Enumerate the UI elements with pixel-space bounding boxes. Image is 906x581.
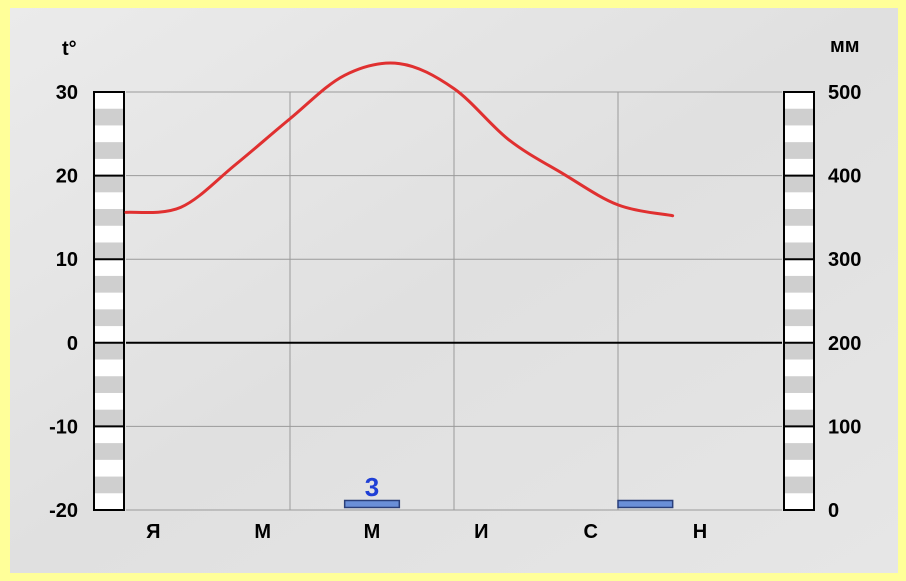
left-tick-label: 10 (56, 249, 78, 271)
temperature-line-group (124, 61, 675, 218)
left-tick-label: -20 (49, 500, 78, 522)
left-scale-bar (93, 91, 125, 511)
scale-bar-stripe (94, 342, 124, 360)
month-label: С (583, 521, 597, 543)
month-label: М (364, 521, 381, 543)
precipitation-bar (343, 499, 401, 509)
scale-bar-stripe (94, 476, 124, 494)
right-tick-label: 500 (828, 82, 861, 104)
scale-bar-stripe (94, 309, 124, 327)
scale-bar-stripe (94, 108, 124, 126)
scale-bar-stripe (784, 108, 814, 126)
scale-bar-stripe (784, 476, 814, 494)
left-tick-label: -10 (49, 416, 78, 438)
scale-bar-stripe (94, 142, 124, 159)
scale-bar-stripe (94, 209, 124, 226)
right-scale-bar (783, 91, 815, 511)
left-axis-ticks: 30 20 10 0 -10 -20 (49, 82, 78, 522)
right-tick-label: 100 (828, 416, 861, 438)
right-tick-label: 0 (828, 500, 839, 522)
scale-bar-stripe (784, 309, 814, 327)
right-tick-label: 400 (828, 166, 861, 188)
scale-bar-stripe (784, 409, 814, 427)
right-tick-label: 200 (828, 333, 861, 355)
scale-bar-stripe (784, 275, 814, 293)
left-tick-label: 0 (67, 333, 78, 355)
right-axis-ticks: 500 400 300 200 100 0 (828, 82, 861, 522)
scale-bar-stripe (94, 275, 124, 293)
scale-bar-fill (784, 92, 814, 510)
right-tick-label: 300 (828, 249, 861, 271)
grid-lines (126, 91, 782, 511)
temperature-unit-label: t° (62, 38, 77, 60)
scale-bar-stripe (94, 443, 124, 460)
scale-bar-stripe (94, 175, 124, 193)
scale-bar-stripe (94, 409, 124, 427)
scale-bar-stripe (784, 242, 814, 260)
precipitation-unit-label: мм (830, 35, 860, 57)
annotations: 3 (365, 472, 379, 502)
scale-bar-fill (94, 92, 124, 510)
month-label: Н (693, 521, 707, 543)
left-tick-label: 30 (56, 82, 78, 104)
month-label: М (254, 521, 271, 543)
scale-bar-stripe (784, 209, 814, 226)
scale-bar-stripe (94, 376, 124, 393)
scale-bar-stripe (94, 242, 124, 260)
month-label: Я (146, 521, 160, 543)
precipitation-value-label: 3 (365, 472, 379, 502)
precipitation-bars (343, 499, 674, 509)
temperature-line (124, 61, 675, 218)
scale-bar-stripe (784, 175, 814, 193)
left-tick-label: 20 (56, 166, 78, 188)
scale-bar-stripe (784, 443, 814, 460)
scale-bar-stripe (784, 142, 814, 159)
scale-bar-stripe (784, 376, 814, 393)
month-label: И (474, 521, 488, 543)
scale-bar-stripe (784, 342, 814, 360)
precipitation-bar (617, 499, 674, 509)
